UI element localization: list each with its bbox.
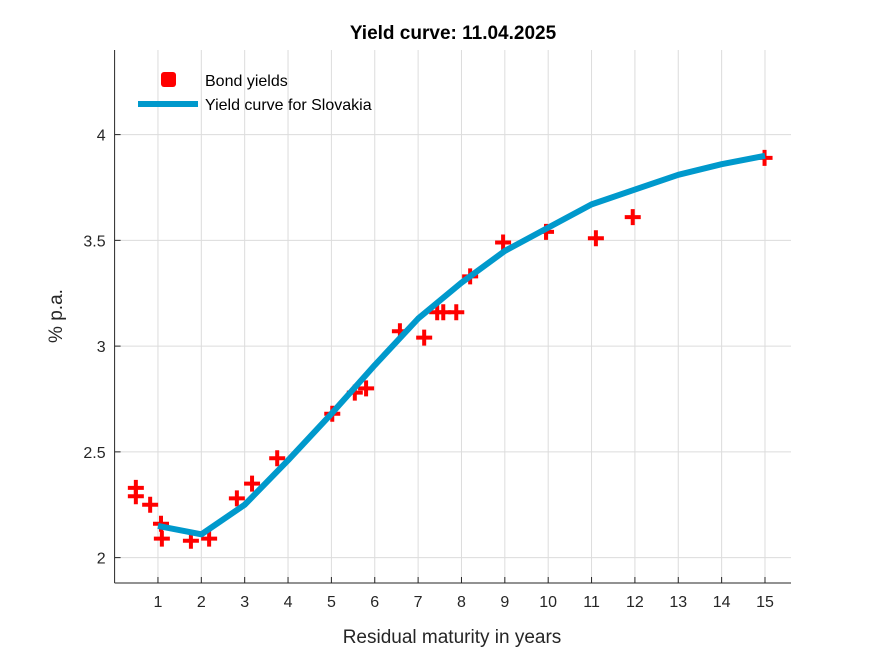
bond-yield-point — [448, 304, 465, 321]
x-tick-label: 1 — [154, 594, 163, 611]
y-tick-label: 2 — [97, 551, 106, 568]
legend-marker-bond-yields — [161, 72, 176, 87]
bond-yield-point — [416, 329, 433, 346]
y-tick-label: 3 — [97, 339, 106, 356]
x-tick-label: 5 — [327, 594, 336, 611]
bond-yield-point — [127, 488, 144, 505]
x-tick-label: 14 — [713, 594, 731, 611]
bond-yield-point — [269, 450, 286, 467]
y-tick-label: 3.5 — [83, 233, 105, 250]
bond-yield-point — [228, 490, 245, 507]
legend: Bond yields Yield curve for Slovakia — [138, 72, 372, 114]
x-tick-label: 7 — [414, 594, 423, 611]
x-tick-label: 11 — [583, 594, 600, 611]
bond-yield-point — [244, 475, 261, 492]
yield-curve-line — [157, 152, 766, 538]
x-tick-label: 8 — [457, 594, 466, 611]
x-tick-label: 6 — [370, 594, 379, 611]
x-tick-label: 10 — [539, 594, 557, 611]
legend-label-bond-yields: Bond yields — [205, 73, 288, 90]
x-tick-label: 9 — [500, 594, 509, 611]
x-axis-label: Residual maturity in years — [343, 627, 562, 648]
marks — [127, 149, 773, 549]
bond-yield-point — [201, 530, 218, 547]
bond-yield-point — [587, 230, 604, 247]
x-tick-label: 2 — [197, 594, 206, 611]
y-tick-label: 4 — [97, 128, 106, 145]
x-tick-label: 12 — [626, 594, 644, 611]
x-tick-label: 4 — [284, 594, 293, 611]
x-tick-label: 3 — [240, 594, 249, 611]
chart-title: Yield curve: 11.04.2025 — [350, 23, 557, 44]
x-tick-label: 15 — [756, 594, 774, 611]
x-tick-label: 13 — [669, 594, 687, 611]
y-tick-label: 2.5 — [83, 445, 105, 462]
y-axis-label: % p.a. — [46, 289, 67, 343]
bond-yield-point — [495, 234, 512, 251]
legend-label-yield-curve: Yield curve for Slovakia — [205, 97, 372, 114]
bond-yield-point — [142, 496, 159, 513]
bond-yield-point — [153, 530, 170, 547]
grid — [114, 50, 791, 583]
bond-yield-point — [358, 380, 375, 397]
bond-yield-point — [624, 209, 641, 226]
